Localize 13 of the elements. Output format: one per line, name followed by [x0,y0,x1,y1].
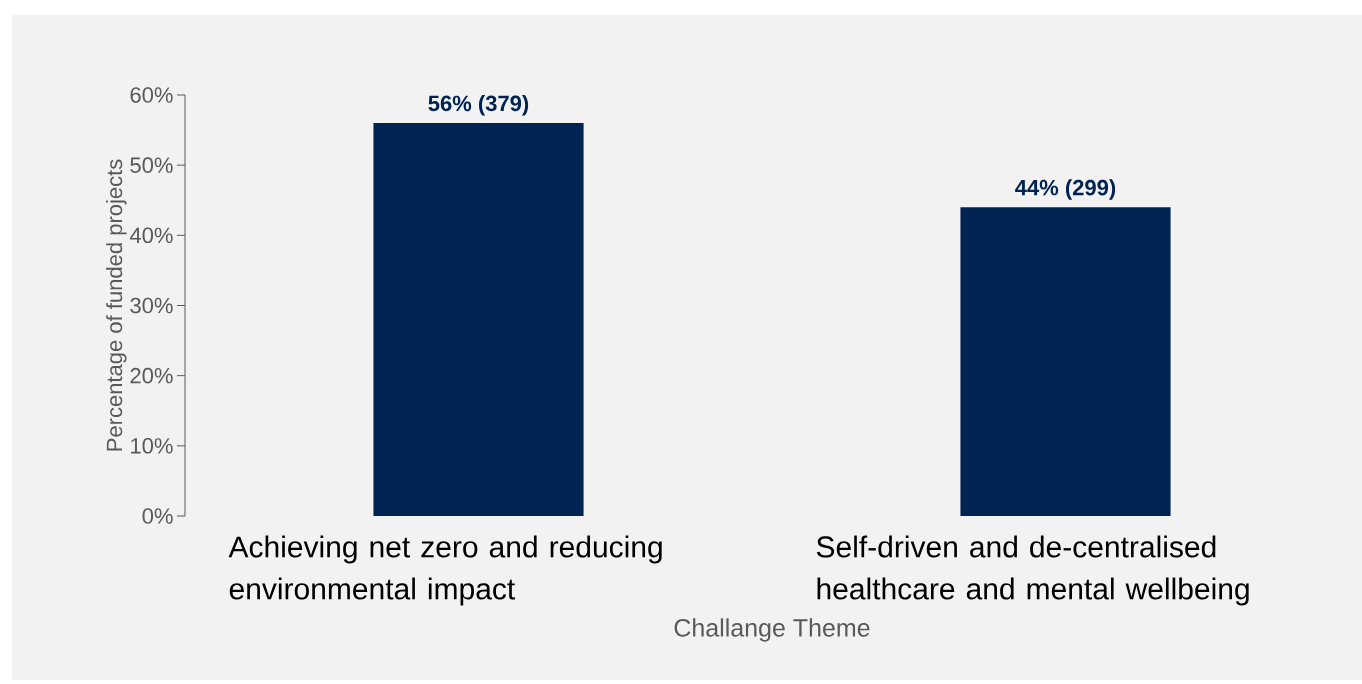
data-label: 44% (299) [1015,179,1116,200]
y-tick-label: 20% [130,367,173,384]
y-tick-label: 30% [130,297,173,314]
x-axis-title: Challange Theme [674,618,870,642]
data-label: 56% (379) [428,95,529,116]
y-tick-label: 50% [130,157,173,173]
y-axis-title: Percentage of funded projects [106,159,127,451]
y-tick-label: 60% [130,87,173,103]
y-tick-label: 40% [129,227,173,244]
y-tick-label: 0% [142,508,173,524]
x-tick-label: Achieving net zero and reducing environmental impact [228,535,662,606]
x-tick-label: Self-driven and de-centralised healthcare and mental wellbeing [816,535,1249,606]
y-tick-label: 10% [131,438,173,454]
